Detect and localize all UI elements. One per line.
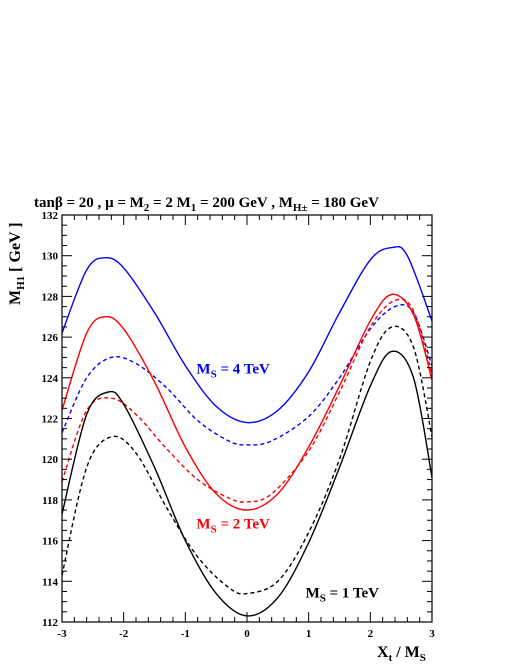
y-tick-label: 120 xyxy=(42,454,59,466)
x-tick-label: 0 xyxy=(244,628,250,640)
y-tick-label: 128 xyxy=(42,291,59,303)
y-tick-label: 122 xyxy=(42,414,59,426)
series-line-0 xyxy=(61,245,433,424)
x-axis-label: Xt / MS xyxy=(377,644,426,664)
series-line-2 xyxy=(61,293,433,511)
x-tick-label: 3 xyxy=(429,628,435,640)
x-tick-label: -1 xyxy=(181,628,190,640)
y-tick-label: 116 xyxy=(42,536,58,548)
plot-frame xyxy=(61,214,433,623)
y-tick-label: 124 xyxy=(42,373,59,385)
axis-ticks xyxy=(61,214,433,623)
curves xyxy=(61,245,433,617)
y-tick-label: 130 xyxy=(42,251,59,263)
tick-labels: -3 -2 -1 0 1 2 3 112 114 116 118 120 122 124 126 128 130… xyxy=(42,210,436,640)
x-tick-label: 1 xyxy=(306,628,312,640)
x-tick-label: 2 xyxy=(368,628,374,640)
series-line-4 xyxy=(61,350,433,617)
y-tick-label: 114 xyxy=(42,576,58,588)
y-tick-label: 112 xyxy=(42,617,58,629)
y-tick-label: 118 xyxy=(42,495,58,507)
x-tick-label: -2 xyxy=(119,628,129,640)
y-tick-label: 132 xyxy=(42,210,59,222)
x-tick-label: -3 xyxy=(57,628,67,640)
annotation-label-0: MS = 4 TeV xyxy=(196,362,270,381)
annotations: MS = 4 TeV MS = 2 TeV MS = 1 TeV xyxy=(196,362,379,605)
y-axis-label: MH1 [ GeV ] xyxy=(7,222,27,305)
series-line-3 xyxy=(61,298,433,503)
annotation-label-2: MS = 1 TeV xyxy=(306,586,380,605)
chart-title: tanβ = 20 , μ = M2 = 2 M1 = 200 GeV , MH… xyxy=(34,195,379,214)
series-line-5 xyxy=(61,325,433,595)
y-tick-label: 126 xyxy=(42,332,59,344)
series-line-1 xyxy=(61,304,433,446)
annotation-label-1: MS = 2 TeV xyxy=(196,516,270,535)
